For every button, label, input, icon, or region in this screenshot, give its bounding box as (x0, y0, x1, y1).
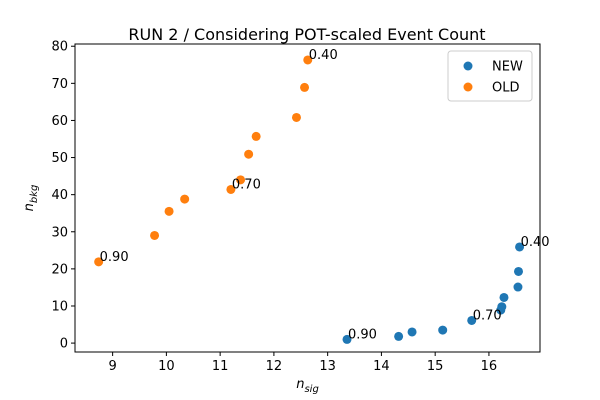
plot-area-frame (74, 43, 541, 353)
point-old (180, 194, 190, 204)
y-axis-label-base: n (22, 203, 37, 211)
data-points (94, 55, 525, 344)
point-old (291, 112, 301, 122)
y-axis-label: nbkg (22, 185, 40, 212)
y-tick-label: 60 (51, 114, 68, 129)
x-axis-label-base: n (296, 377, 304, 392)
x-axis-label-subscript: sig (304, 384, 318, 395)
point-new (499, 292, 509, 302)
point-old (300, 82, 310, 92)
x-tick-label: 13 (319, 359, 336, 374)
y-tick-label: 30 (51, 225, 68, 240)
point-annotation: 0.40 (309, 48, 338, 63)
legend-marker-old (463, 82, 473, 92)
x-tick-label: 11 (212, 359, 229, 374)
x-axis: 9 10 11 12 13 14 15 16 (108, 352, 497, 374)
legend: NEW OLD (447, 50, 533, 102)
point-old (236, 175, 246, 185)
point-old (251, 131, 261, 141)
point-old (150, 230, 160, 240)
x-axis-label: nsig (296, 377, 319, 395)
x-tick-label: 15 (427, 359, 444, 374)
point-new (497, 302, 507, 312)
x-tick-label: 9 (108, 359, 116, 374)
point-old (226, 184, 236, 194)
legend-label-new: NEW (492, 60, 523, 75)
point-annotation: 0.90 (100, 250, 129, 265)
y-tick-label: 0 (60, 337, 68, 352)
y-tick-label: 10 (51, 299, 68, 314)
point-old (164, 206, 174, 216)
y-tick-label: 40 (51, 188, 68, 203)
point-annotations: 0.90 0.70 0.40 0.90 0.70 0.40 (100, 48, 550, 342)
point-old (303, 55, 313, 65)
x-tick-label: 14 (373, 359, 390, 374)
point-new (515, 242, 525, 252)
point-old (94, 257, 104, 267)
point-annotation: 0.70 (473, 308, 502, 323)
point-new (407, 327, 417, 337)
point-new (394, 331, 404, 341)
y-axis: 0 10 20 30 40 50 60 70 80 (51, 40, 75, 352)
y-tick-label: 20 (51, 262, 68, 277)
y-axis-label-subscript: bkg (29, 185, 40, 204)
x-tick-label: 12 (266, 359, 283, 374)
legend-label-old: OLD (492, 81, 520, 96)
point-annotation: 0.90 (348, 327, 377, 342)
x-tick-label: 10 (158, 359, 175, 374)
point-new (342, 334, 352, 344)
point-old (244, 149, 254, 159)
point-new (513, 266, 523, 276)
legend-marker-new (463, 61, 473, 71)
x-tick-label: 16 (481, 359, 498, 374)
point-annotation: 0.70 (232, 177, 261, 192)
point-new (467, 315, 477, 325)
y-tick-label: 70 (51, 77, 68, 92)
y-tick-label: 80 (51, 40, 68, 55)
point-new (513, 282, 523, 292)
point-new (438, 325, 448, 335)
y-tick-label: 50 (51, 151, 68, 166)
chart-title: RUN 2 / Considering POT-scaled Event Cou… (128, 25, 485, 44)
point-annotation: 0.40 (521, 235, 550, 250)
